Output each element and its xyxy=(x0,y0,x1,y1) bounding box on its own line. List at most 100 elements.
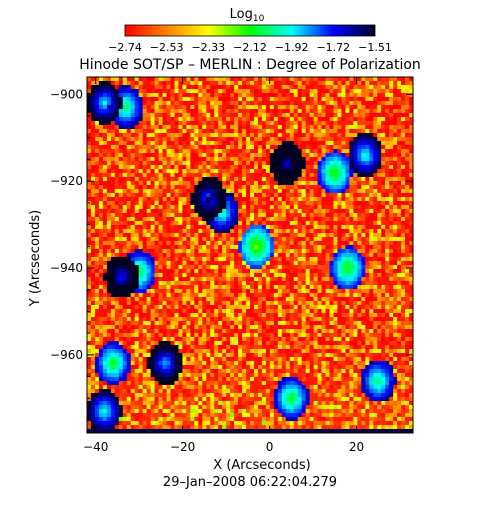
heatmap-cell xyxy=(381,253,386,258)
heatmap-cell xyxy=(329,129,334,134)
heatmap-cell xyxy=(102,209,108,214)
heatmap-cell xyxy=(87,129,92,134)
heatmap-cell xyxy=(126,205,132,210)
heatmap-cell xyxy=(397,261,402,266)
heatmap-cell xyxy=(190,305,195,310)
heatmap-cell xyxy=(158,153,163,158)
heatmap-cell xyxy=(273,109,279,114)
heatmap-cell xyxy=(389,117,394,122)
heatmap-cell xyxy=(401,225,406,230)
heatmap-cell xyxy=(269,101,275,106)
heatmap-cell xyxy=(250,265,255,270)
heatmap-cell xyxy=(134,317,140,322)
heatmap-cell xyxy=(118,97,124,102)
heatmap-cell xyxy=(385,113,390,118)
heatmap-cell xyxy=(202,273,207,278)
heatmap-cell xyxy=(297,169,303,174)
heatmap-cell xyxy=(194,193,199,198)
heatmap-cell xyxy=(385,173,390,178)
heatmap-cell xyxy=(277,293,283,298)
heatmap-cell xyxy=(142,249,148,254)
heatmap-cell xyxy=(186,277,191,282)
heatmap-cell xyxy=(106,213,112,218)
heatmap-cell xyxy=(281,113,287,118)
heatmap-cell xyxy=(377,261,382,266)
heatmap-cell xyxy=(158,89,163,94)
heatmap-cell xyxy=(118,261,124,266)
heatmap-cell xyxy=(325,285,330,290)
heatmap-cell xyxy=(261,181,267,186)
heatmap-cell xyxy=(106,125,112,130)
heatmap-cell xyxy=(325,249,330,254)
heatmap-cell xyxy=(210,165,215,170)
heatmap-cell xyxy=(389,153,394,158)
heatmap-cell xyxy=(234,313,239,318)
heatmap-cell xyxy=(289,273,295,278)
heatmap-cell xyxy=(305,301,311,306)
heatmap-cell xyxy=(285,149,291,154)
heatmap-cell xyxy=(210,273,215,278)
heatmap-cell xyxy=(397,93,402,98)
heatmap-cell xyxy=(361,265,366,270)
heatmap-cell xyxy=(253,177,259,182)
heatmap-cell xyxy=(289,77,295,82)
heatmap-cell xyxy=(273,265,279,270)
heatmap-cell xyxy=(297,193,303,198)
heatmap-cell xyxy=(138,157,144,162)
heatmap-cell xyxy=(325,165,330,170)
heatmap-cell xyxy=(94,281,100,286)
heatmap-cell xyxy=(273,101,279,106)
heatmap-cell xyxy=(142,281,148,286)
heatmap-cell xyxy=(273,289,279,294)
heatmap-cell xyxy=(265,245,271,250)
heatmap-cell xyxy=(361,229,366,234)
heatmap-cell xyxy=(218,105,223,110)
heatmap-cell xyxy=(273,253,279,258)
heatmap-cell xyxy=(257,97,263,102)
heatmap-cell xyxy=(250,133,255,138)
heatmap-cell xyxy=(98,237,104,242)
heatmap-cell xyxy=(182,93,187,98)
heatmap-cell xyxy=(90,293,96,298)
heatmap-cell xyxy=(122,233,128,238)
heatmap-cell xyxy=(170,205,175,210)
heatmap-cell xyxy=(114,313,120,318)
heatmap-cell xyxy=(190,201,195,206)
heatmap-cell xyxy=(265,113,271,118)
heatmap-cell xyxy=(246,213,251,218)
heatmap-cell xyxy=(202,133,207,138)
heatmap-cell xyxy=(90,317,96,322)
heatmap-cell xyxy=(393,81,398,86)
heatmap-cell xyxy=(178,113,183,118)
heatmap-cell xyxy=(409,217,414,222)
heatmap-cell xyxy=(162,113,167,118)
heatmap-cell xyxy=(106,313,112,318)
heatmap-cell xyxy=(118,105,124,110)
heatmap-cell xyxy=(162,181,167,186)
heatmap-cell xyxy=(361,189,366,194)
heatmap-cell xyxy=(194,165,199,170)
heatmap-cell xyxy=(146,89,152,94)
heatmap-cell xyxy=(361,165,366,170)
heatmap-cell xyxy=(194,273,199,278)
heatmap-cell xyxy=(405,273,410,278)
heatmap-cell xyxy=(349,129,354,134)
heatmap-cell xyxy=(409,233,414,238)
heatmap-cell xyxy=(198,317,203,322)
heatmap-cell xyxy=(190,105,195,110)
heatmap-cell xyxy=(345,85,350,90)
heatmap-cell xyxy=(118,221,124,226)
heatmap-cell xyxy=(138,241,144,246)
heatmap-cell xyxy=(230,313,235,318)
heatmap-cell xyxy=(341,145,346,150)
heatmap-cell xyxy=(385,185,390,190)
heatmap-cell xyxy=(170,289,175,294)
heatmap-cell xyxy=(118,173,124,178)
heatmap-cell xyxy=(166,281,171,286)
heatmap-cell xyxy=(369,281,374,286)
heatmap-cell xyxy=(230,161,235,166)
heatmap-cell xyxy=(154,129,159,134)
heatmap-cell xyxy=(385,297,390,302)
heatmap-cell xyxy=(297,77,303,82)
heatmap-cell xyxy=(337,289,342,294)
